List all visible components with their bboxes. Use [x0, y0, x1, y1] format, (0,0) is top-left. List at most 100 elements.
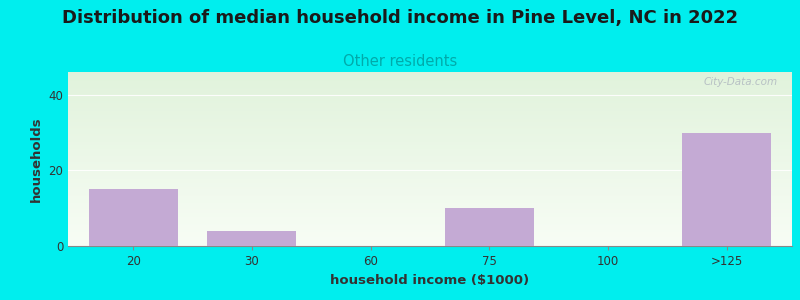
- Bar: [68, 157, 792, 158]
- Bar: [68, 226, 792, 227]
- Bar: [68, 215, 792, 216]
- Bar: [68, 179, 792, 180]
- Bar: [68, 240, 792, 241]
- Bar: [68, 135, 792, 136]
- Bar: [68, 177, 792, 178]
- Text: Distribution of median household income in Pine Level, NC in 2022: Distribution of median household income …: [62, 9, 738, 27]
- Bar: [68, 111, 792, 112]
- Bar: [68, 79, 792, 80]
- Text: Other residents: Other residents: [343, 54, 457, 69]
- Bar: [682, 133, 771, 246]
- Bar: [68, 137, 792, 138]
- Bar: [68, 167, 792, 168]
- Bar: [68, 202, 792, 203]
- Bar: [68, 80, 792, 81]
- Bar: [68, 187, 792, 188]
- Bar: [68, 219, 792, 220]
- Bar: [68, 151, 792, 152]
- Bar: [68, 116, 792, 117]
- Bar: [68, 210, 792, 211]
- Bar: [68, 123, 792, 124]
- Bar: [68, 205, 792, 206]
- Bar: [68, 227, 792, 228]
- Bar: [68, 138, 792, 139]
- Bar: [68, 225, 792, 226]
- Bar: [68, 221, 792, 222]
- Bar: [68, 87, 792, 88]
- Text: City-Data.com: City-Data.com: [703, 77, 778, 87]
- Bar: [68, 237, 792, 238]
- Bar: [68, 99, 792, 100]
- Bar: [68, 89, 792, 90]
- Bar: [68, 81, 792, 82]
- Bar: [68, 95, 792, 96]
- Bar: [68, 130, 792, 131]
- Bar: [68, 207, 792, 208]
- Bar: [68, 94, 792, 95]
- Bar: [68, 211, 792, 212]
- Bar: [68, 202, 792, 203]
- Bar: [68, 134, 792, 135]
- Bar: [68, 86, 792, 87]
- Bar: [68, 188, 792, 189]
- Bar: [68, 127, 792, 128]
- Bar: [68, 216, 792, 217]
- Bar: [68, 149, 792, 150]
- Bar: [68, 125, 792, 126]
- Bar: [68, 140, 792, 141]
- Bar: [68, 161, 792, 162]
- Bar: [68, 235, 792, 236]
- Bar: [68, 155, 792, 156]
- Bar: [68, 172, 792, 173]
- Bar: [68, 91, 792, 92]
- Bar: [68, 144, 792, 145]
- Bar: [68, 165, 792, 166]
- Bar: [68, 197, 792, 198]
- Bar: [68, 72, 792, 73]
- Bar: [68, 105, 792, 106]
- Bar: [68, 145, 792, 146]
- Bar: [68, 193, 792, 194]
- Bar: [68, 204, 792, 205]
- Bar: [68, 223, 792, 224]
- Bar: [68, 243, 792, 244]
- Bar: [68, 97, 792, 98]
- Bar: [68, 184, 792, 185]
- Bar: [68, 160, 792, 161]
- X-axis label: household income ($1000): household income ($1000): [330, 274, 530, 286]
- Bar: [68, 100, 792, 101]
- Bar: [68, 178, 792, 179]
- Bar: [68, 245, 792, 246]
- Bar: [68, 209, 792, 210]
- Bar: [68, 98, 792, 99]
- Bar: [68, 194, 792, 195]
- Bar: [68, 129, 792, 130]
- Bar: [68, 88, 792, 89]
- Bar: [68, 169, 792, 170]
- Bar: [68, 122, 792, 123]
- Bar: [68, 169, 792, 170]
- Bar: [68, 162, 792, 163]
- Bar: [68, 174, 792, 175]
- Bar: [68, 83, 792, 84]
- Bar: [68, 228, 792, 229]
- Bar: [68, 173, 792, 174]
- Bar: [68, 171, 792, 172]
- Bar: [68, 222, 792, 223]
- Bar: [68, 238, 792, 239]
- Bar: [68, 186, 792, 187]
- Bar: [68, 106, 792, 107]
- Bar: [68, 181, 792, 182]
- Bar: [68, 190, 792, 191]
- Bar: [68, 152, 792, 153]
- Bar: [68, 142, 792, 143]
- Bar: [68, 82, 792, 83]
- Bar: [68, 107, 792, 108]
- Bar: [68, 147, 792, 148]
- Bar: [68, 220, 792, 221]
- Bar: [68, 109, 792, 110]
- Bar: [68, 146, 792, 147]
- Bar: [68, 203, 792, 204]
- Bar: [68, 201, 792, 202]
- Bar: [68, 164, 792, 165]
